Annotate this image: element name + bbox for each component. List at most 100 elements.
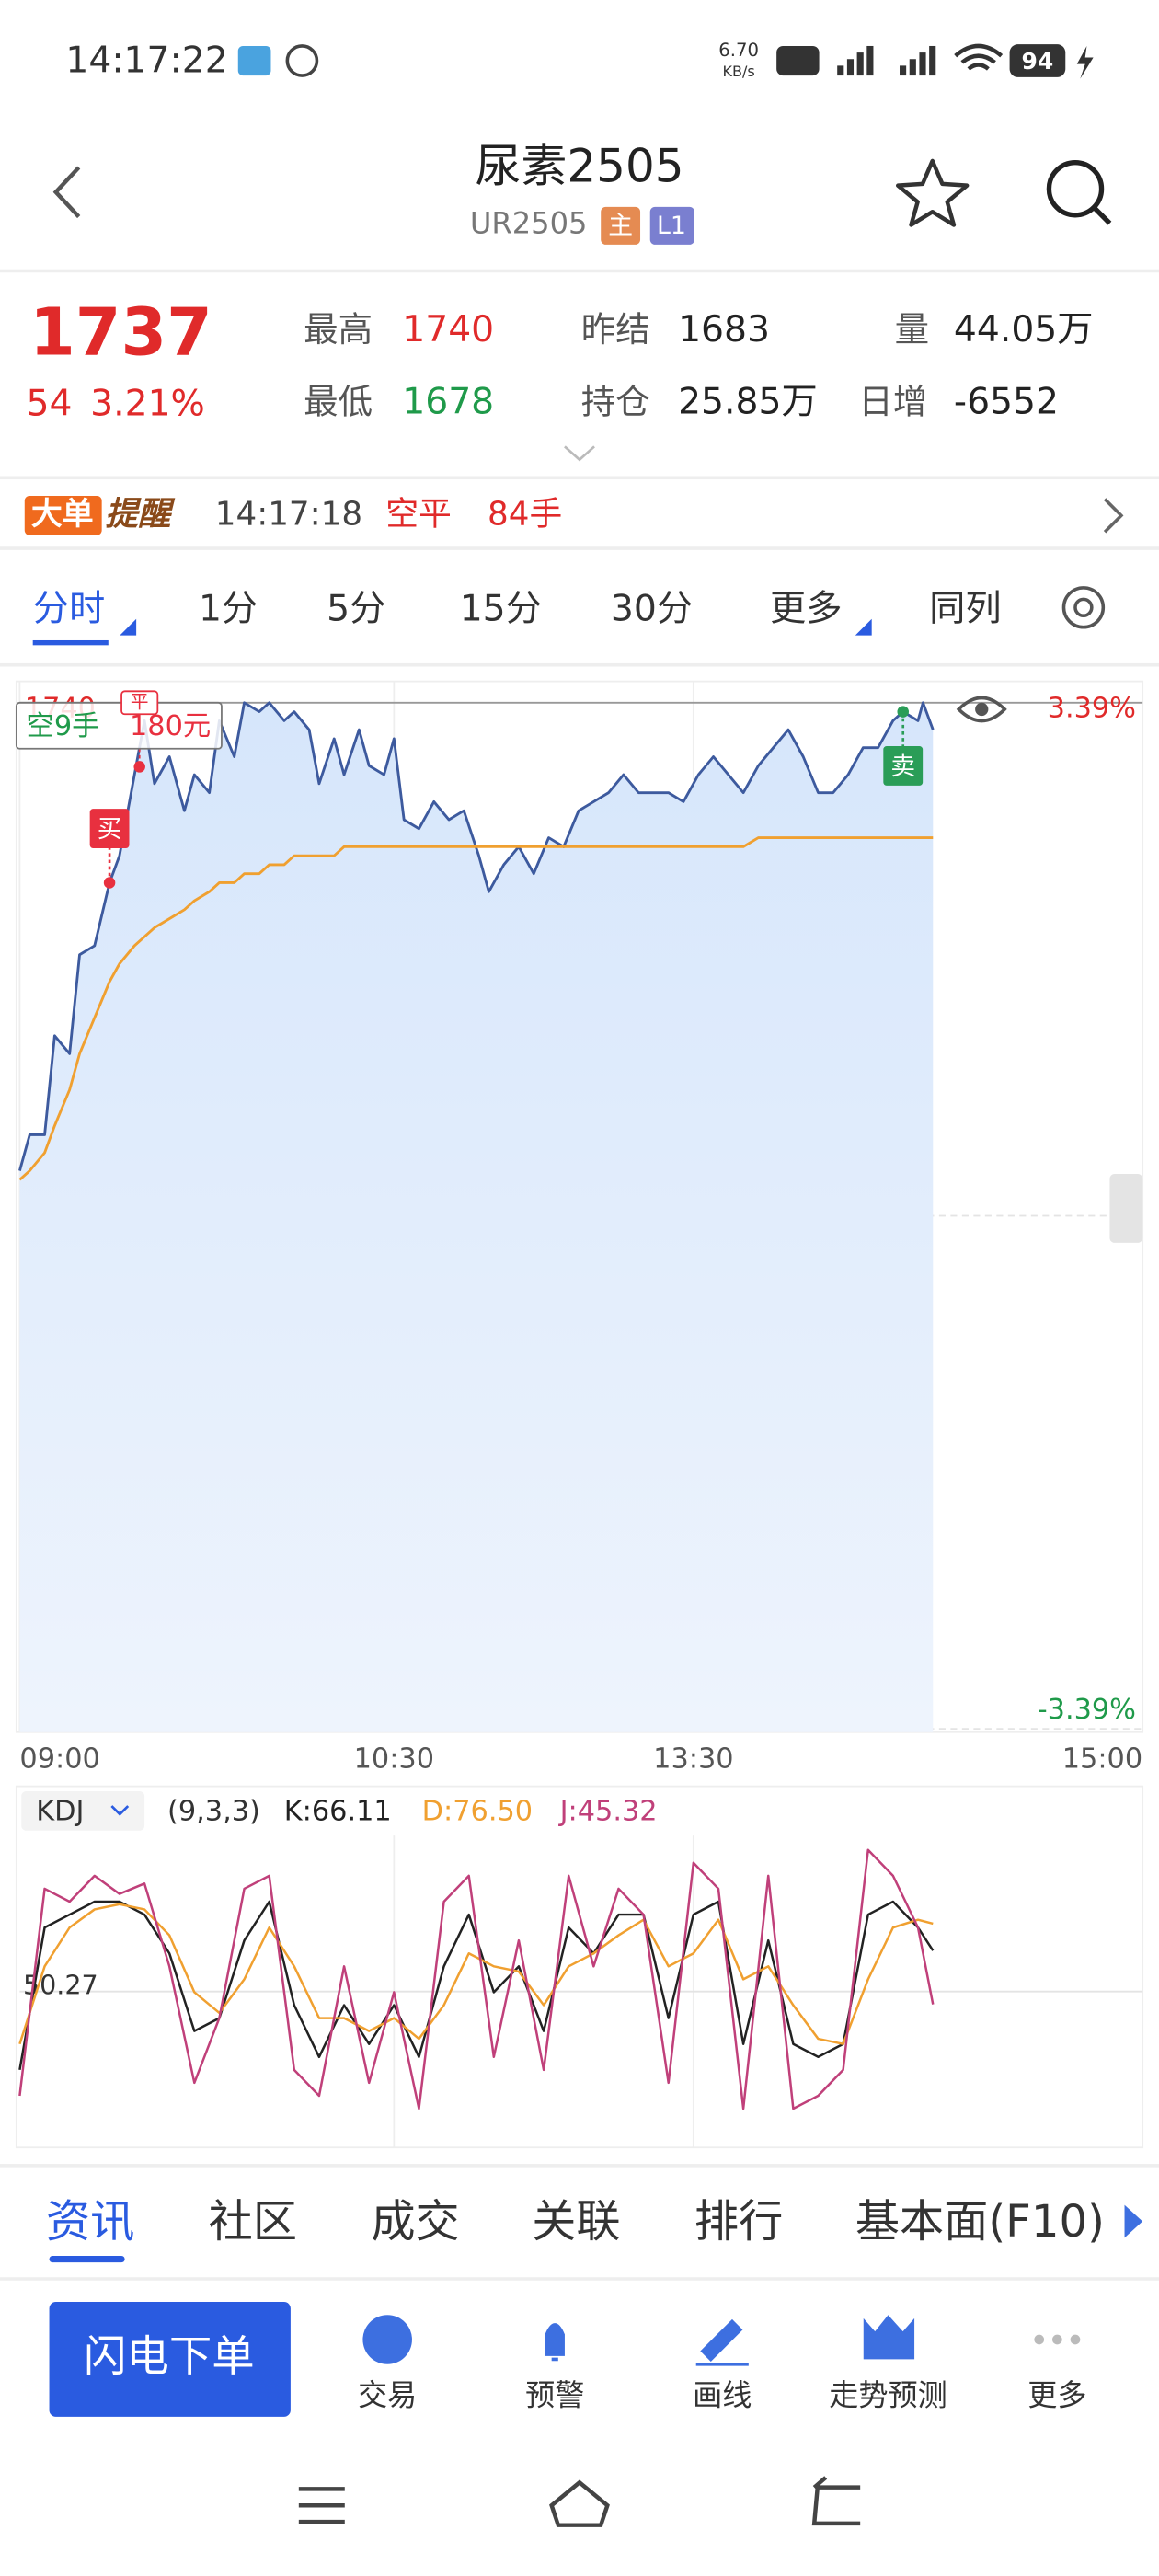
more-icon [1034, 2334, 1081, 2345]
alert-icon [545, 2323, 565, 2362]
info-tabs: 资讯 社区 成交 关联 排行 基本面(F10) [46, 2196, 1105, 2263]
status-icon [237, 45, 271, 76]
info-tab[interactable]: 排行 [694, 2196, 783, 2248]
period-tab[interactable]: 5分 [327, 588, 385, 629]
divider [0, 2277, 1159, 2281]
period-tab[interactable]: 15分 [460, 588, 542, 629]
series-line [18, 836, 934, 1181]
badge [601, 206, 641, 245]
status-time: 14:17:22 [65, 40, 227, 81]
net-speed: 6.70 [718, 40, 759, 61]
series-line [18, 1900, 935, 2071]
legend-entry: K:66.11 [284, 1796, 392, 1828]
nav-home[interactable] [549, 2479, 610, 2527]
last-price: 1737 [29, 293, 212, 370]
badge-text: 主 [608, 212, 633, 240]
field-label: 日增 [858, 382, 927, 422]
dropdown-marker [120, 618, 137, 636]
position-box [15, 701, 223, 750]
period-tabs: 分时 1分 5分 15分 30分 更多 同列 [32, 588, 1002, 646]
price-chart: 09:0010:3013:3015:001740168316263.39%-3.… [15, 681, 1144, 1776]
tab-underline [49, 2256, 125, 2263]
field-value: 1740 [402, 309, 494, 351]
tabs-scroll[interactable] [1124, 2204, 1143, 2238]
eye-toggle[interactable] [956, 696, 1007, 723]
action-label[interactable]: 更多 [1027, 2377, 1086, 2412]
price-area [19, 702, 934, 1732]
battery-level: 94 [1022, 48, 1054, 75]
price-change: 54 [27, 383, 73, 424]
field-label: 昨结 [581, 309, 650, 350]
badge [649, 206, 694, 245]
page-title: 尿素2505 [475, 139, 683, 192]
settings-button[interactable] [1061, 586, 1106, 629]
expand-button[interactable] [564, 445, 595, 462]
divider [0, 546, 1159, 550]
period-tab[interactable]: 更多 [770, 588, 843, 629]
badge-text: L1 [657, 212, 686, 240]
indicator-selector[interactable] [21, 1790, 145, 1831]
price-lines [18, 701, 935, 1732]
action-label[interactable]: 交易 [358, 2377, 417, 2412]
nav-back[interactable] [811, 2476, 861, 2526]
field-value: 1678 [402, 382, 494, 423]
info-tab[interactable]: 成交 [371, 2196, 459, 2248]
dropdown-marker [110, 1805, 130, 1816]
period-tab[interactable]: 30分 [611, 588, 693, 629]
alert-more[interactable] [1103, 498, 1124, 534]
charging-icon [1076, 45, 1094, 79]
legend-entry: D:76.50 [422, 1796, 533, 1828]
back-button[interactable] [52, 166, 81, 219]
info-tab[interactable]: 关联 [532, 2196, 620, 2248]
status-icon [285, 44, 319, 77]
position-point [133, 761, 145, 773]
trade-tag [89, 809, 130, 848]
info-tab[interactable]: 资讯 [46, 2196, 134, 2248]
favorite-button[interactable] [896, 158, 970, 227]
dropdown-marker [855, 618, 872, 636]
y2-tick-label: -3.39% [1038, 1694, 1136, 1726]
draw-icon [695, 2318, 749, 2366]
series-line [18, 701, 935, 1171]
action-label[interactable]: 走势预测 [829, 2377, 947, 2412]
alert-tag-text: 大单 [31, 496, 94, 532]
field-label: 量 [895, 309, 929, 350]
nav-bar [298, 2476, 861, 2527]
field-label: 最高 [304, 309, 373, 350]
action-label[interactable]: 预警 [525, 2377, 584, 2412]
wifi-icon [954, 43, 1004, 71]
trade-icon [362, 2315, 412, 2364]
info-tab[interactable]: 基本面(F10) [855, 2196, 1105, 2248]
x-tick-label: 10:30 [354, 1743, 434, 1776]
tab-underline [32, 639, 109, 646]
divider [0, 662, 1159, 667]
nav-menu[interactable] [298, 2487, 345, 2524]
battery-icon [1009, 44, 1066, 77]
x-tick-label: 15:00 [1062, 1743, 1142, 1776]
net-unit: KB/s [722, 63, 754, 80]
legend-entry: J:45.32 [558, 1796, 658, 1828]
action-label[interactable]: 画线 [693, 2377, 752, 2412]
info-tab[interactable]: 社区 [209, 2196, 297, 2248]
x-tick-label: 13:30 [653, 1743, 733, 1776]
position-tag-text: 平 [131, 691, 149, 712]
divider [0, 476, 1159, 480]
search-button[interactable] [1046, 159, 1112, 225]
action-items: 交易 预警 画线 走势预测 更多 [358, 2377, 1086, 2412]
position-tag [120, 690, 159, 716]
field-value: 1683 [678, 309, 770, 351]
indicator-name: KDJ [36, 1796, 84, 1828]
quick-order-button[interactable] [49, 2301, 291, 2417]
period-tab[interactable]: 同列 [929, 588, 1002, 629]
alert-action: 空平 [385, 495, 451, 533]
indicator-params: (9,3,3) [167, 1796, 260, 1828]
field-value: 25.85万 [678, 382, 818, 423]
period-tab[interactable]: 1分 [199, 588, 258, 629]
side-handle[interactable] [1109, 1173, 1143, 1243]
indicator-frame [15, 1785, 1144, 2149]
period-tab[interactable]: 分时 [33, 588, 106, 629]
y2-tick-label: 3.39% [1048, 692, 1136, 724]
